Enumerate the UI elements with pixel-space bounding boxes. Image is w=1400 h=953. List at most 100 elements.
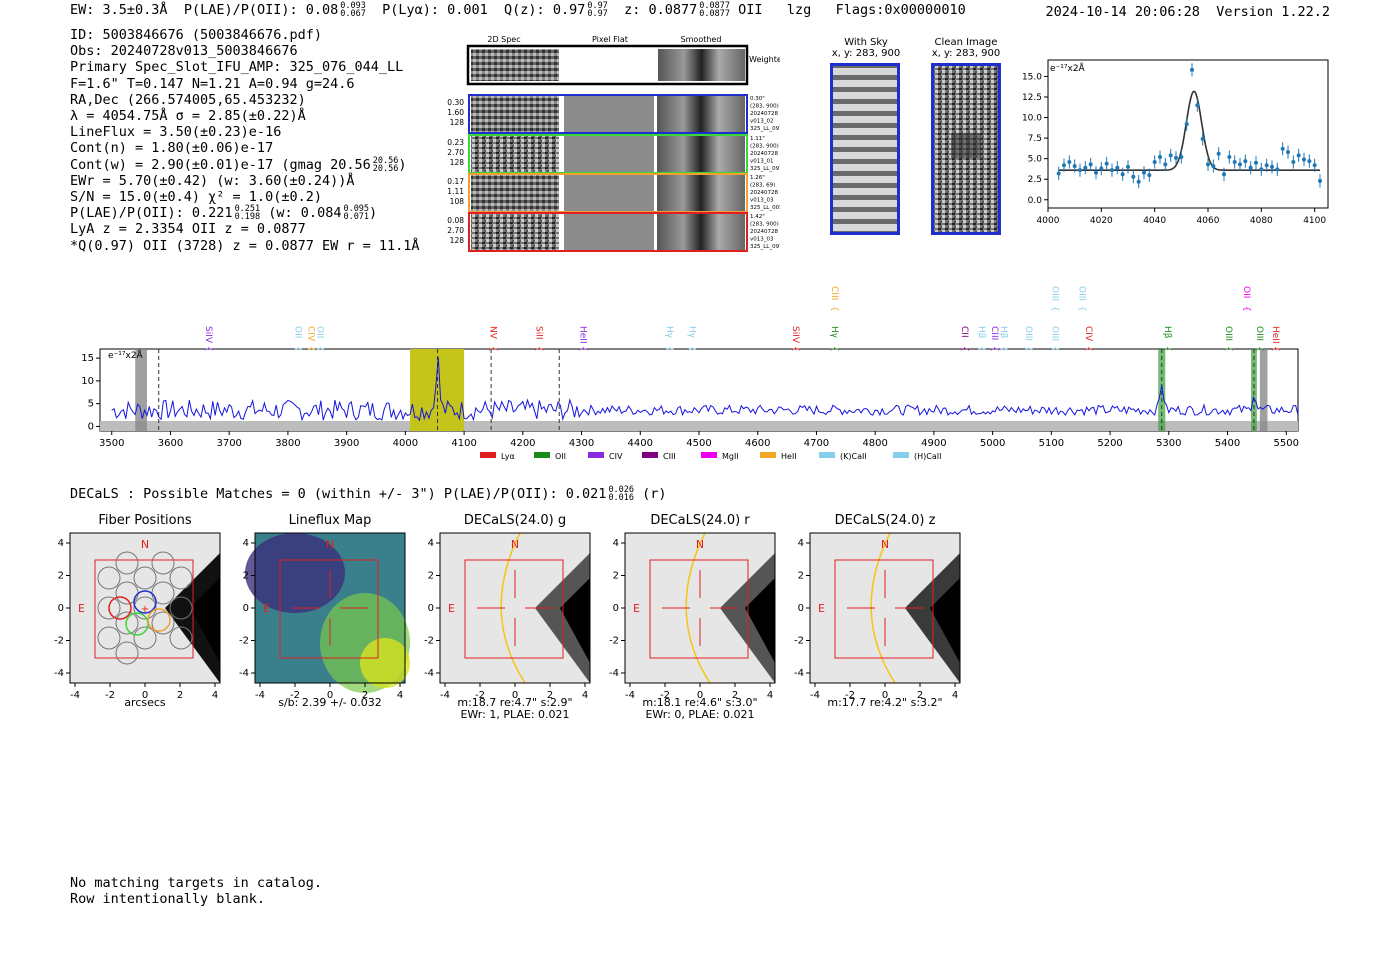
image-panel-title: Lineflux Map [288,513,372,528]
zoom-data-point [1072,164,1077,169]
footer-line1: No matching targets in catalog. [70,875,322,891]
panel-ytick-label: 0 [798,603,804,614]
cutout-left-label: 1.11 [447,187,464,196]
info-radec: RA,Dec (266.574005,65.453232) [70,91,306,108]
legend-label: OII [555,452,566,461]
ew-label: EW: 3.5±0.3Å [70,2,168,18]
emission-line-bracket: { [664,346,674,352]
zoom-data-point [1275,167,1280,172]
zoom-xtick-label: 4100 [1303,216,1326,226]
zoom-data-point [1318,178,1322,183]
zoom-data-point [1200,136,1205,141]
emission-line-bracket: { [1162,346,1172,352]
emission-line-label: Hβ [1162,326,1172,339]
emission-line-label: NV [488,326,498,340]
caption-line1: s/b: 2.39 +/- 0.032 [278,696,382,709]
zoom-data-point [1163,162,1168,167]
fiber-circle [115,641,139,665]
cutout-smoothed-0 [657,96,745,132]
cutout-2dspec-0 [471,96,559,132]
emission-line-bracket: { [829,306,839,312]
full-xtick-label: 5500 [1274,438,1299,449]
footer-line2: Row intentionally blank. [70,890,266,907]
zoom-xtick-label: 4020 [1090,216,1113,226]
emission-line-label: Hβ [998,326,1008,339]
image-panel-title: DECaLS(24.0) r [650,513,750,528]
cutout-right-label: 325_LL_097 [750,126,780,132]
panel-xtick-label: 0 [882,690,888,701]
zoom-data-point [1232,159,1237,164]
panel-ytick-label: -4 [54,668,64,679]
fiber-blue [133,590,157,614]
version: Version 1.22.2 [1216,4,1330,20]
cutout-left-label: 2.70 [447,148,464,157]
emission-line-bracket: { [314,346,324,352]
zoom-data-point [1056,171,1061,176]
caption-line2: EWr: 1, PLAE: 0.021 [460,708,570,721]
zoom-data-point [1174,155,1178,160]
cutout-right-label: 325_LL_097 [750,166,780,172]
info-spec-slot: Primary Spec_Slot_IFU_AMP: 325_076_044_L… [70,59,404,76]
spectra-cutouts: 2D Spec Pixel Flat Smoothed Weighted Sum… [447,35,780,252]
aperture-arc [685,532,711,684]
zoom-data-point [1136,179,1141,184]
full-xtick-label: 4200 [510,438,535,449]
cutout-smoothed-3 [657,214,745,250]
fiber-circle [133,596,157,620]
image-panel-title: Fiber Positions [98,513,192,528]
zoom-data-point [1254,160,1258,165]
weighted-sum-smoothed [658,49,745,81]
panel-ytick-label: -2 [54,636,64,647]
full-ytick-label: 15 [81,353,94,364]
fiber-circle [151,611,175,635]
cutout-left-label: 128 [450,236,465,245]
emission-line-bracket: { [488,346,498,352]
emission-line-bracket: { [998,346,1008,352]
cutout-left-label: 0.30 [447,98,464,107]
zoom-ytick-label: 10.0 [1022,114,1042,124]
info-fit: F=1.6" T=0.147 N=1.21 A=0.94 g=24.6 [70,75,355,92]
emission-line-bracket: { [976,346,986,352]
zoom-data-point [1216,151,1221,156]
panel-xtick-label: 0 [327,690,333,701]
image-panel-title: DECaLS(24.0) z [834,513,936,528]
zoom-data-point [1131,174,1136,179]
cutout-right-label: v013_03 [750,237,774,243]
legend-label: CIII [663,452,676,461]
panel-xtick-label: 2 [732,690,738,701]
cutout-right-label: (283, 69) [750,183,775,189]
zoom-data-point [1126,164,1130,169]
panel-xtick-label: -2 [660,690,670,701]
zoom-ytick-label: 12.5 [1022,93,1042,103]
search-box [834,559,934,659]
fiber-circle [115,551,139,575]
emission-line-label: OII [314,326,324,338]
zoom-data-point [1088,162,1093,167]
panel-ytick-label: -2 [424,636,434,647]
emission-line-bracket: { [1083,346,1093,352]
full-xtick-label: 4100 [451,438,476,449]
full-ytick-label: 10 [81,376,94,387]
z-range: 0.0877 0.0877 [699,1,730,19]
full-xtick-label: 3800 [275,438,300,449]
zoom-data-point [1190,67,1194,72]
legend-swatch [480,452,496,458]
full-xtick-label: 4900 [921,438,946,449]
legend-label: (H)CaII [914,452,941,461]
info-lineflux: LineFlux = 3.50(±0.23)e-16 [70,124,282,141]
info-obs: Obs: 20240728v013_5003846676 [70,43,298,60]
cutout-right-label: 20240728 [750,151,778,157]
panel-ytick-label: -4 [794,668,804,679]
full-xtick-label: 4300 [569,438,594,449]
cutout-right-label: (283, 900) [750,104,779,110]
zoom-data-point [1270,164,1274,169]
panel-xtick-label: 4 [397,690,403,701]
full-xtick-label: 5100 [1039,438,1064,449]
fiber-circle [97,566,121,590]
panel-ytick-label: 0 [58,603,64,614]
cutout-right-label: v013_02 [750,119,774,125]
fiber-circle [133,626,157,650]
emission-line-label: Hγ [664,326,674,339]
clean-image-title: Clean Image x, y: 283, 900 [931,37,1001,59]
panel-ytick-label: 2 [243,571,249,582]
